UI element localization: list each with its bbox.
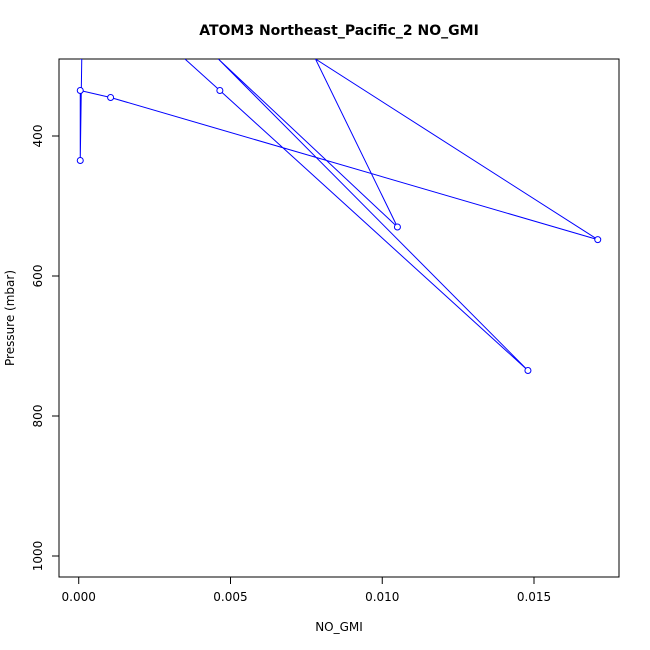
x-tick-label: 0.010 xyxy=(365,590,399,604)
y-tick-label: 800 xyxy=(31,405,45,428)
data-point xyxy=(524,367,532,374)
x-tick-label: 0.000 xyxy=(62,590,96,604)
x-tick-label: 0.015 xyxy=(517,590,551,604)
data-point xyxy=(76,87,84,94)
data-point xyxy=(107,94,115,101)
plot-frame xyxy=(58,58,620,578)
y-tick-label: 1000 xyxy=(31,541,45,572)
series-line xyxy=(79,59,599,371)
x-axis-label: NO_GMI xyxy=(315,620,363,634)
data-point xyxy=(216,87,224,94)
x-tick-label: 0.005 xyxy=(213,590,247,604)
data-point xyxy=(76,157,84,164)
y-axis: 400 600 800 1000 xyxy=(31,125,60,572)
chart-title: ATOM3 Northeast_Pacific_2 NO_GMI xyxy=(199,23,479,39)
x-axis: 0.000 0.005 0.010 0.015 xyxy=(62,576,551,604)
plot-area xyxy=(76,59,602,374)
y-axis-label: Pressure (mbar) xyxy=(3,270,17,366)
y-tick-label: 400 xyxy=(31,125,45,148)
data-point xyxy=(393,223,401,231)
data-point xyxy=(594,236,602,244)
y-tick-label: 600 xyxy=(31,265,45,288)
